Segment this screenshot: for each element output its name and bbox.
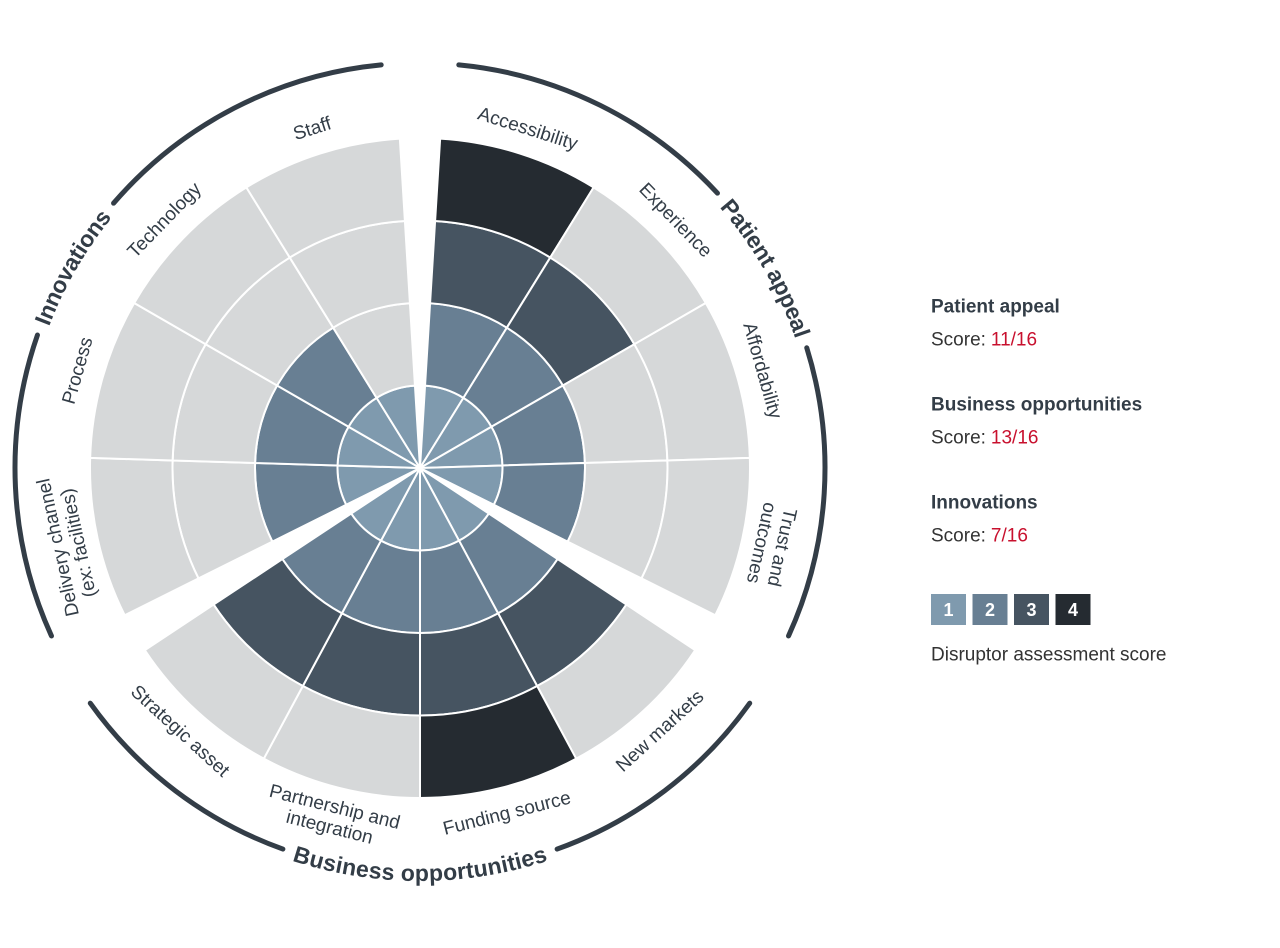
category-label: Affordability	[739, 320, 786, 421]
legend-label: 4	[1068, 600, 1078, 620]
segment	[640, 456, 751, 617]
score-value: 11/16	[991, 330, 1037, 351]
legend-swatch	[972, 594, 1008, 625]
group-arc	[12, 332, 54, 639]
category-label: Trust andoutcomes	[742, 500, 801, 589]
group-title: Patient appeal	[716, 194, 816, 341]
score-value: 7/16	[991, 526, 1028, 547]
group-arc	[786, 345, 828, 639]
legend-label: 1	[943, 600, 953, 620]
segment	[244, 137, 406, 259]
segment	[143, 603, 305, 761]
score-label: Score:	[931, 428, 986, 449]
score-label: Score:	[931, 526, 986, 547]
legend-title: Disruptor assessment score	[931, 645, 1166, 666]
legend-swatch	[1055, 594, 1091, 625]
group-title: Innovations	[29, 204, 116, 328]
score-heading: Patient appeal	[931, 297, 1060, 318]
group-arc	[456, 62, 720, 196]
group-arc	[554, 700, 753, 852]
legend-label: 2	[985, 600, 995, 620]
legend-label: 3	[1026, 600, 1036, 620]
category-label: Process	[58, 335, 97, 407]
legend-swatch	[931, 594, 966, 625]
score-heading: Business opportunities	[931, 395, 1142, 416]
group-arc	[87, 700, 286, 852]
category-label: Staff	[291, 113, 335, 145]
score-heading: Innovations	[931, 493, 1038, 514]
score-label: Score:	[931, 330, 986, 351]
group-title: Business opportunities	[290, 841, 549, 886]
score-value: 13/16	[991, 428, 1039, 449]
legend-swatch	[1014, 594, 1049, 625]
group-arc	[111, 62, 384, 206]
